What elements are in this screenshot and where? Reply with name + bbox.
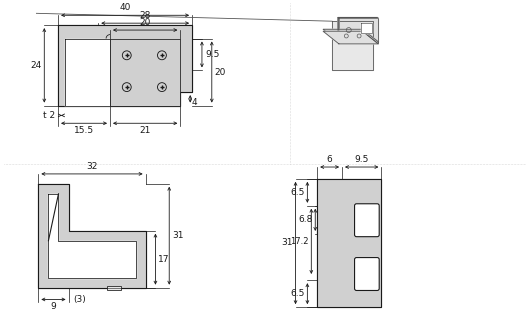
Text: (3): (3) [74, 295, 86, 304]
Text: 21: 21 [139, 126, 151, 135]
Text: 24: 24 [30, 61, 41, 70]
Polygon shape [317, 179, 382, 307]
Text: 31: 31 [281, 239, 293, 248]
FancyBboxPatch shape [355, 204, 379, 237]
Bar [110, 39, 180, 106]
Text: 15.5: 15.5 [74, 126, 94, 135]
FancyBboxPatch shape [355, 258, 379, 290]
Polygon shape [48, 194, 136, 278]
Polygon shape [360, 23, 373, 33]
Text: 32: 32 [86, 162, 98, 171]
Text: 6: 6 [327, 155, 332, 164]
Text: 6.5: 6.5 [290, 289, 304, 298]
Text: 4: 4 [191, 98, 197, 107]
Text: 9.5: 9.5 [355, 155, 369, 164]
Polygon shape [65, 39, 110, 106]
Polygon shape [338, 17, 339, 42]
Polygon shape [323, 31, 378, 44]
Polygon shape [338, 17, 378, 18]
Text: t 2: t 2 [43, 111, 55, 120]
Polygon shape [339, 18, 378, 42]
Text: 20: 20 [215, 68, 226, 77]
Text: 28: 28 [139, 11, 151, 20]
Polygon shape [58, 25, 192, 106]
Bar [107, 286, 121, 290]
Text: 6.8: 6.8 [298, 215, 312, 224]
Text: 20: 20 [139, 18, 151, 27]
Polygon shape [38, 184, 146, 288]
Polygon shape [332, 21, 373, 71]
Text: 17: 17 [158, 255, 170, 264]
Polygon shape [323, 29, 378, 42]
Text: 31: 31 [172, 231, 184, 240]
Text: 9.5: 9.5 [205, 50, 219, 59]
Text: 6.5: 6.5 [290, 188, 304, 197]
Text: 9: 9 [50, 302, 56, 312]
Polygon shape [363, 29, 378, 44]
Text: 17.2: 17.2 [290, 237, 308, 246]
Text: 40: 40 [119, 3, 131, 12]
